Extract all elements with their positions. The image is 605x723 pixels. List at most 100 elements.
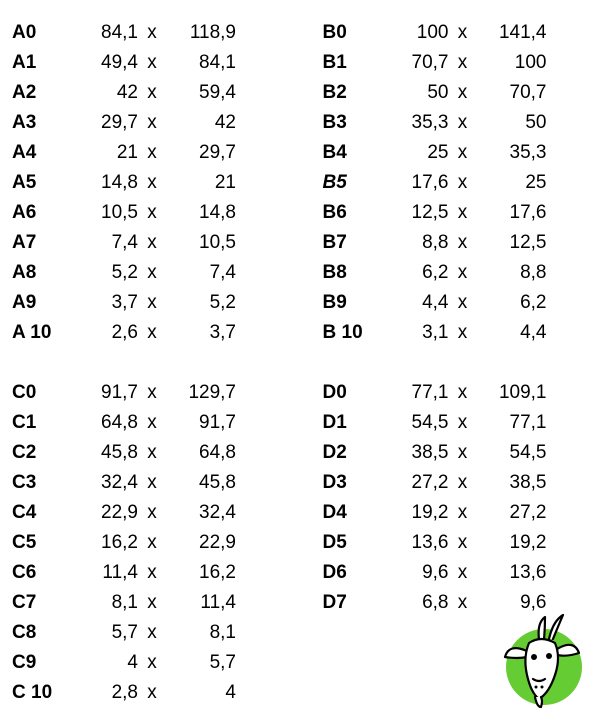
size-label: B0 [323,18,379,48]
size-width: 77,1 [379,378,449,408]
x-separator: x [138,528,166,558]
x-separator: x [449,138,477,168]
size-width: 2,8 [68,678,138,708]
size-label: C6 [12,558,68,588]
table-row: B94,4x6,2 [323,288,594,318]
table-row: B250x70,7 [323,78,594,108]
size-width: 8,8 [379,228,449,258]
size-width: 2,6 [68,318,138,348]
size-height: 42 [166,108,236,138]
size-label: A 10 [12,318,68,348]
size-height: 32,4 [166,498,236,528]
table-row: D419,2x27,2 [323,498,594,528]
size-label: B 10 [323,318,379,348]
size-width: 38,5 [379,438,449,468]
table-row: B335,3x50 [323,108,594,138]
size-height: 25 [477,168,547,198]
paper-sizes-table: A084,1x118,9A149,4x84,1A242x59,4A329,7x4… [12,18,593,708]
size-label: B1 [323,48,379,78]
size-width: 25 [379,138,449,168]
size-label: A8 [12,258,68,288]
x-separator: x [138,288,166,318]
x-separator: x [138,228,166,258]
x-separator: x [449,18,477,48]
table-row: C85,7x8,1 [12,618,283,648]
size-label: B9 [323,288,379,318]
size-width: 22,9 [68,498,138,528]
x-separator: x [449,528,477,558]
size-label: C9 [12,648,68,678]
size-label: C1 [12,408,68,438]
size-height: 11,4 [166,588,236,618]
size-height: 19,2 [477,528,547,558]
size-height: 16,2 [166,558,236,588]
size-label: C 10 [12,678,68,708]
size-label: C8 [12,618,68,648]
table-row: A93,7x5,2 [12,288,283,318]
size-label: D4 [323,498,379,528]
size-height: 91,7 [166,408,236,438]
size-height: 12,5 [477,228,547,258]
size-height: 5,2 [166,288,236,318]
table-row: B517,6x25 [323,168,594,198]
table-row: B170,7x100 [323,48,594,78]
size-height: 84,1 [166,48,236,78]
x-separator: x [138,408,166,438]
size-width: 84,1 [68,18,138,48]
size-width: 5,7 [68,618,138,648]
table-row: B78,8x12,5 [323,228,594,258]
table-row: C94x5,7 [12,648,283,678]
size-height: 22,9 [166,528,236,558]
size-width: 3,1 [379,318,449,348]
size-width: 3,7 [68,288,138,318]
size-label: A1 [12,48,68,78]
x-separator: x [138,468,166,498]
table-row: C332,4x45,8 [12,468,283,498]
x-separator: x [449,468,477,498]
x-separator: x [138,558,166,588]
size-width: 16,2 [68,528,138,558]
size-label: C5 [12,528,68,558]
x-separator: x [138,168,166,198]
size-label: D6 [323,558,379,588]
table-row: C 102,8x4 [12,678,283,708]
size-width: 29,7 [68,108,138,138]
size-width: 11,4 [68,558,138,588]
x-separator: x [449,168,477,198]
x-separator: x [449,498,477,528]
x-separator: x [138,498,166,528]
x-separator: x [449,318,477,348]
size-height: 54,5 [477,438,547,468]
x-separator: x [449,78,477,108]
size-label: A5 [12,168,68,198]
table-row: D69,6x13,6 [323,558,594,588]
size-width: 70,7 [379,48,449,78]
table-row: B 103,1x4,4 [323,318,594,348]
size-label: B7 [323,228,379,258]
size-width: 42 [68,78,138,108]
size-label: A7 [12,228,68,258]
table-row: B0100x141,4 [323,18,594,48]
size-height: 38,5 [477,468,547,498]
size-height: 17,6 [477,198,547,228]
size-height: 35,3 [477,138,547,168]
size-width: 4,4 [379,288,449,318]
size-height: 100 [477,48,547,78]
size-height: 7,4 [166,258,236,288]
x-separator: x [138,588,166,618]
size-height: 50 [477,108,547,138]
size-height: 70,7 [477,78,547,108]
size-height: 64,8 [166,438,236,468]
table-row: A149,4x84,1 [12,48,283,78]
table-row: A77,4x10,5 [12,228,283,258]
table-row: A 102,6x3,7 [12,318,283,348]
table-row: A084,1x118,9 [12,18,283,48]
x-separator: x [138,108,166,138]
table-row: A85,2x7,4 [12,258,283,288]
size-width: 91,7 [68,378,138,408]
size-label: B5 [323,168,379,198]
size-width: 7,4 [68,228,138,258]
size-width: 45,8 [68,438,138,468]
size-height: 141,4 [477,18,547,48]
size-width: 10,5 [68,198,138,228]
